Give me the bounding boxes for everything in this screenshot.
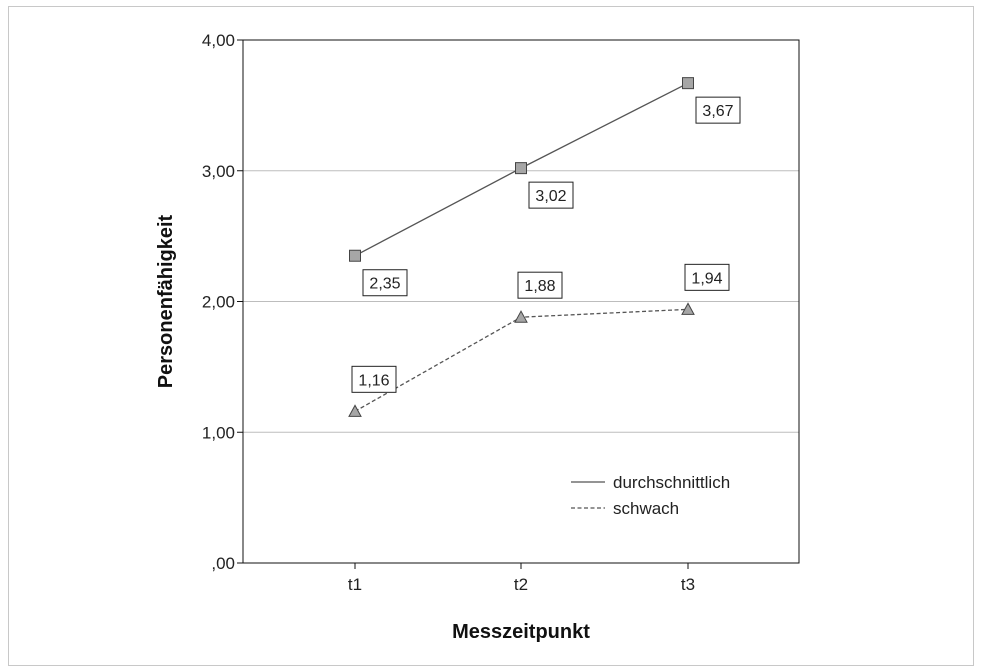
y-tick-label: 1,00 <box>202 423 235 442</box>
data-label-text: 2,35 <box>369 276 400 293</box>
legend-label: schwach <box>613 499 679 518</box>
data-label-text: 3,02 <box>535 188 566 205</box>
data-label-box <box>684 263 730 291</box>
marker-triangle <box>681 302 695 315</box>
data-label-text: 1,88 <box>524 278 555 295</box>
y-axis-title: Personenfähigkeit <box>155 214 177 388</box>
data-label-box <box>528 181 574 209</box>
y-tick-label: 2,00 <box>202 293 235 312</box>
y-tick-label: 3,00 <box>202 162 235 181</box>
data-label: 1,16 <box>351 365 397 393</box>
y-tick-label: 4,00 <box>202 31 235 50</box>
data-label: 3,02 <box>528 181 574 209</box>
data-label-text: 1,16 <box>358 372 389 389</box>
legend: durchschnittlich schwach <box>571 473 730 518</box>
y-tick-label: ,00 <box>211 554 235 573</box>
data-label-box <box>517 271 563 299</box>
data-label: 3,67 <box>695 96 741 124</box>
data-label-box <box>362 269 408 297</box>
marker-triangle <box>514 310 528 323</box>
data-label: 1,94 <box>684 263 730 291</box>
marker-triangle <box>348 404 362 417</box>
data-label: 1,88 <box>517 271 563 299</box>
series-line-schwach <box>354 308 689 412</box>
marker-square <box>515 162 527 175</box>
legend-label: durchschnittlich <box>613 473 730 492</box>
data-label-box <box>351 365 397 393</box>
x-axis: t1 t2 t3 <box>348 563 695 594</box>
x-tick-label: t1 <box>348 575 362 594</box>
gridlines <box>243 170 799 433</box>
marker-square <box>349 249 361 262</box>
y-axis: ,00 1,00 2,00 3,00 4,00 <box>202 31 243 573</box>
data-label-text: 3,67 <box>702 103 733 120</box>
data-label-text: 1,94 <box>691 270 722 287</box>
series-layer <box>348 77 695 417</box>
data-label-box <box>695 96 741 124</box>
x-tick-label: t3 <box>681 575 695 594</box>
data-labels: 2,35 3,02 3,67 1,16 1,88 1,94 <box>351 96 741 393</box>
data-label: 2,35 <box>362 269 408 297</box>
x-axis-title: Messzeitpunkt <box>452 621 590 643</box>
line-chart: ,00 1,00 2,00 3,00 4,00 t1 t2 t3 2,35 3,02 3,67 1… <box>155 31 800 643</box>
marker-square <box>682 77 694 90</box>
x-tick-label: t2 <box>514 575 528 594</box>
